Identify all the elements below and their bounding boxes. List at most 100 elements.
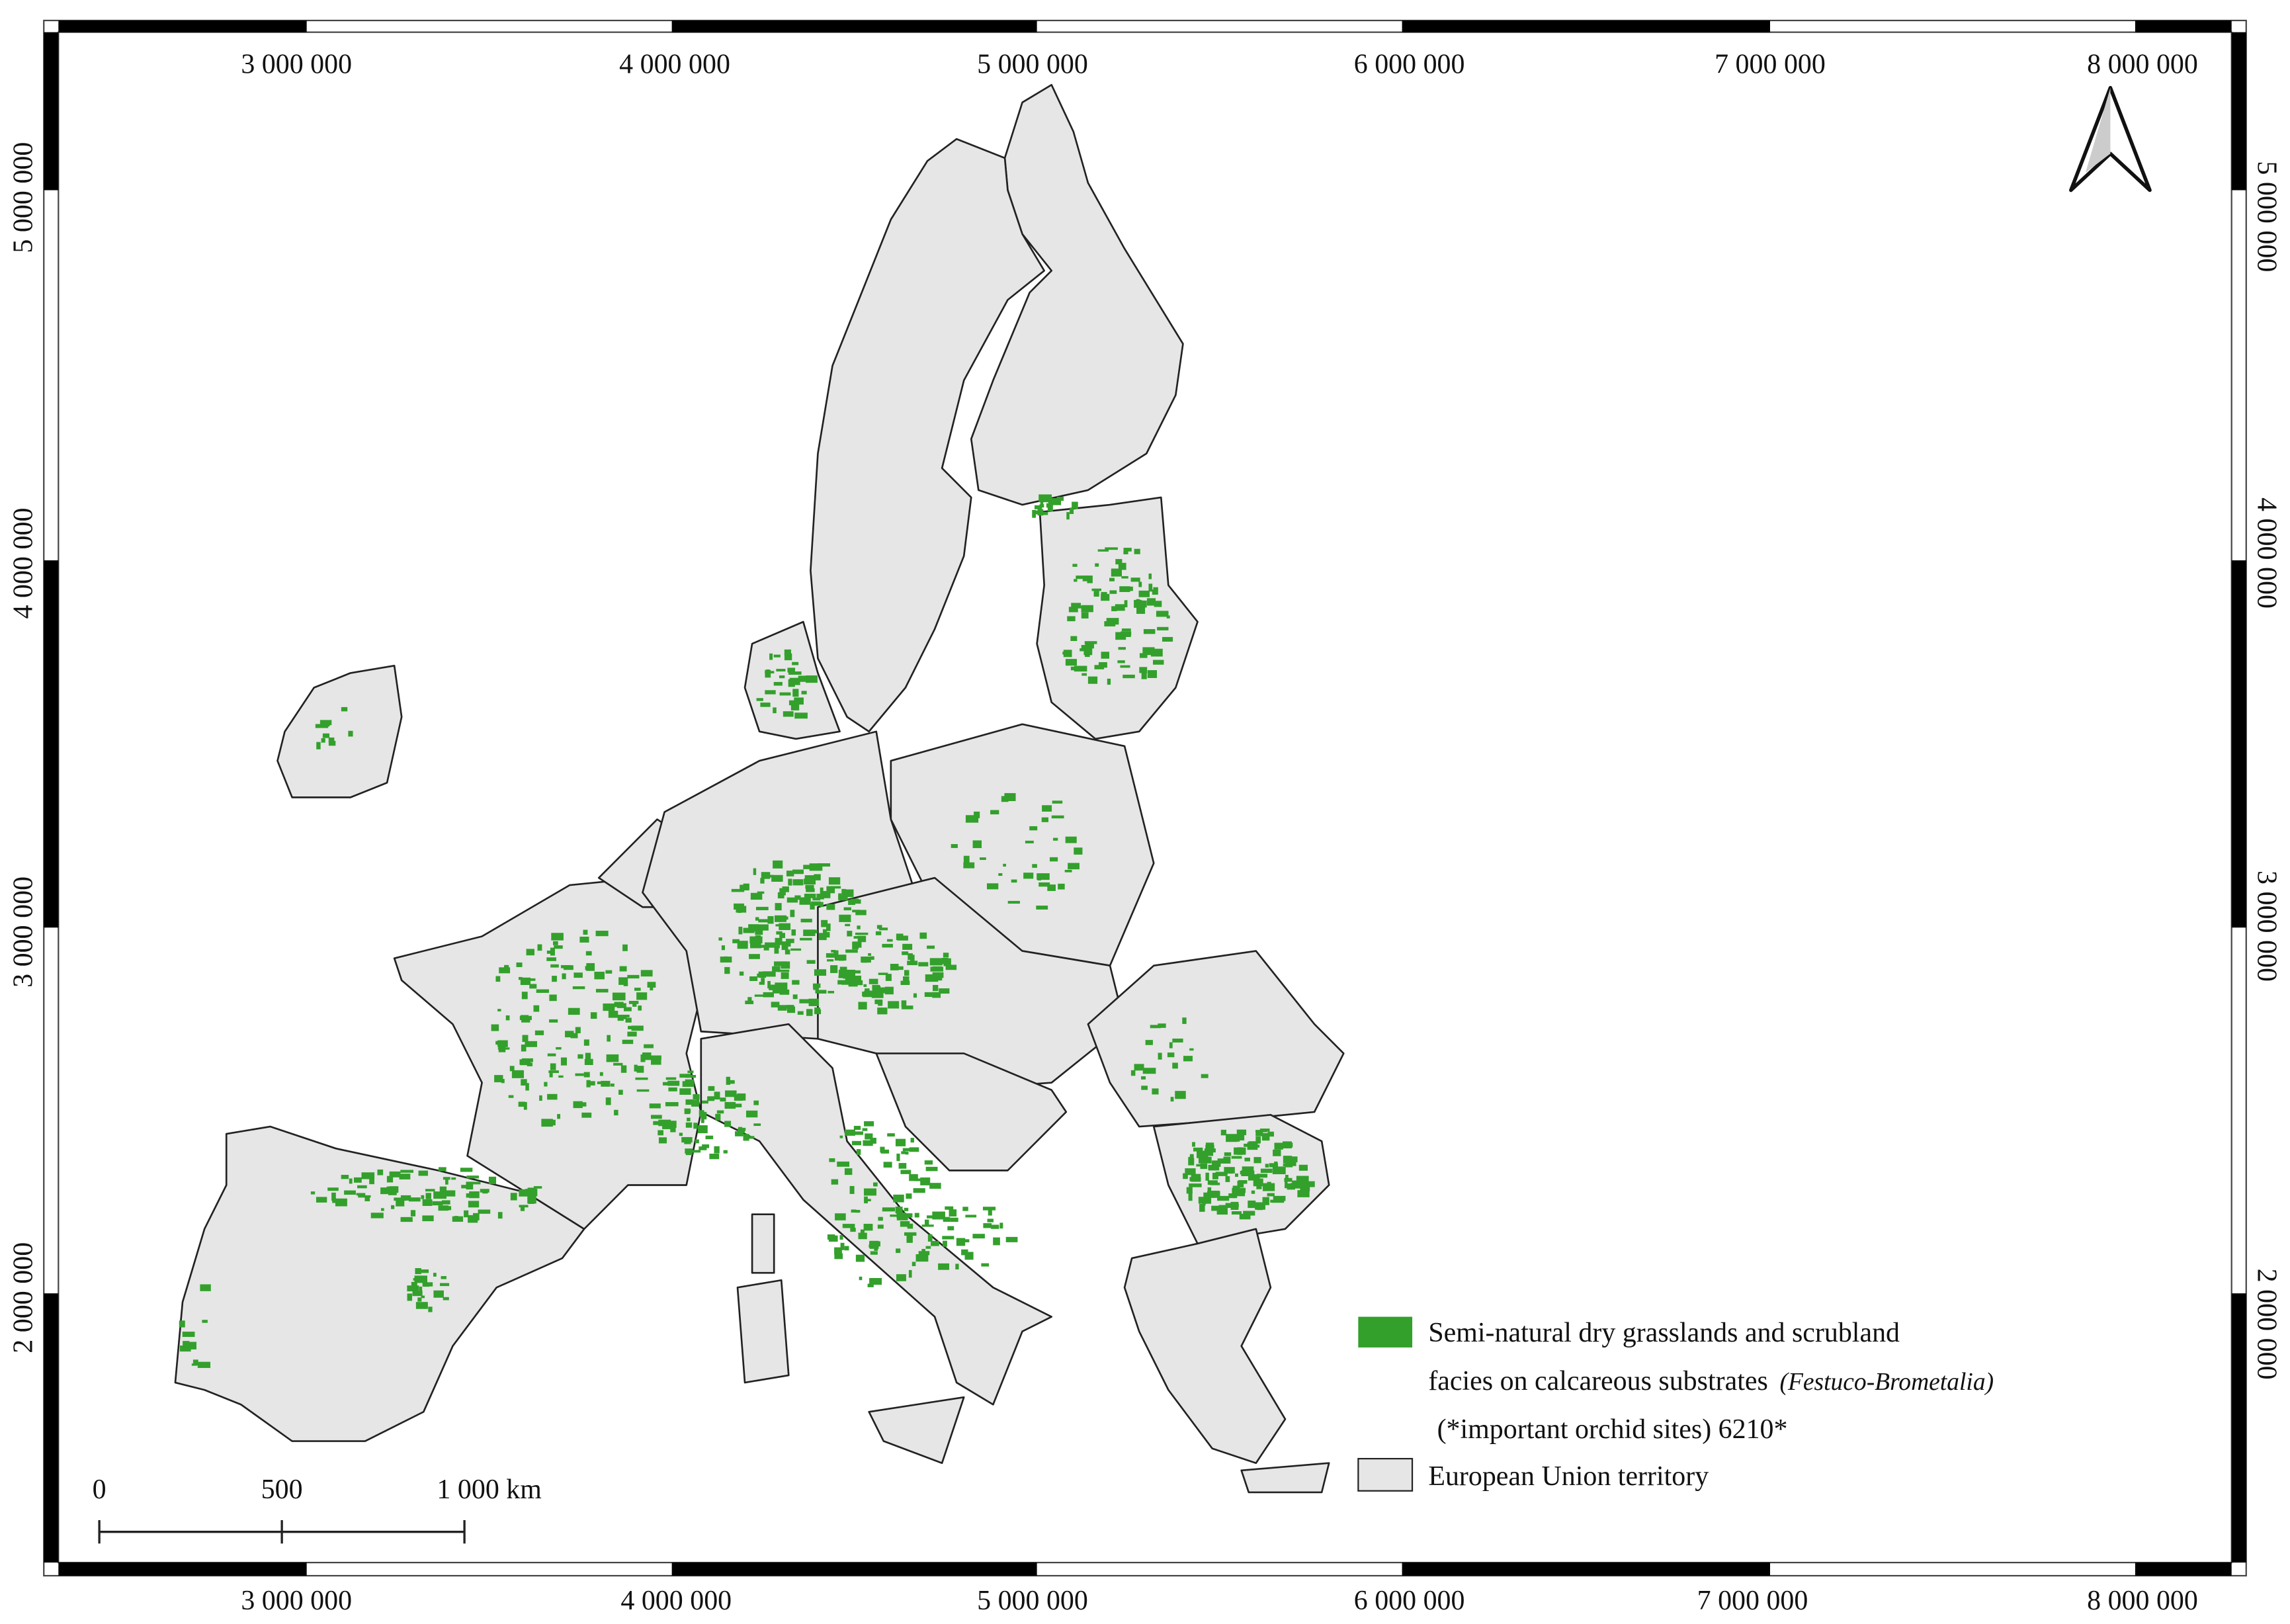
habitat-patch [570,1033,578,1039]
habitat-patch [779,692,791,696]
habitat-patch [749,954,760,959]
habitat-patch [1025,840,1034,843]
habitat-patch [1210,1182,1220,1185]
habitat-patch [668,1087,677,1091]
habitat-patch [322,733,330,738]
habitat-patch [912,1261,916,1267]
habitat-patch [810,903,815,910]
habitat-patch [1074,579,1078,582]
habitat-patch [896,1153,900,1162]
habitat-patch [868,953,871,956]
habitat-patch [511,1070,525,1078]
habitat-patch [816,894,827,898]
habitat-patch [601,1080,611,1087]
habitat-patch [335,1198,347,1207]
habitat-patch [1285,1159,1293,1168]
bottom-label: 6 000 000 [1354,1586,1465,1616]
habitat-patch [849,970,861,974]
habitat-patch [906,1213,913,1218]
habitat-patch [776,669,786,672]
habitat-patch [865,1133,873,1140]
sardinia [736,1279,790,1384]
habitat-patch [721,945,725,951]
habitat-patch [1105,547,1118,550]
habitat-patch [805,884,814,889]
habitat-patch [1241,1170,1250,1177]
habitat-patch [624,1007,632,1011]
habitat-patch [1097,549,1109,552]
habitat-patch [961,1249,968,1256]
habitat-patch [1068,607,1078,613]
habitat-patch [728,1080,735,1084]
habitat-patch [516,962,523,967]
habitat-patch [924,992,937,998]
habitat-patch [1231,1211,1242,1215]
habitat-patch [905,1151,909,1155]
habitat-patch [1047,884,1056,891]
habitat-patch [943,953,949,958]
habitat-patch [191,1363,198,1366]
habitat-patch [702,1144,710,1148]
habitat-patch [879,987,889,994]
habitat-patch [1261,1133,1270,1141]
habitat-patch [636,1089,650,1092]
habitat-patch [562,973,566,980]
habitat-patch [685,1150,693,1156]
habitat-patch [890,1215,899,1217]
frame-bar [44,1293,59,1563]
habitat-patch [851,1209,857,1213]
habitat-patch [776,931,783,935]
habitat-patch [546,957,556,961]
habitat-patch [773,707,777,714]
habitat-patch [547,1053,556,1056]
habitat-patch [533,1186,542,1189]
habitat-patch [784,653,792,661]
habitat-patch [480,1189,489,1193]
habitat-patch [550,964,559,968]
habitat-patch [1217,1158,1227,1164]
habitat-patch [898,1163,907,1169]
habitat-patch [901,1151,906,1154]
habitat-patch [520,977,531,985]
habitat-patch [1095,563,1099,567]
habitat-patch [577,1054,583,1059]
habitat-patch [667,1080,680,1086]
habitat-patch [665,1102,679,1107]
habitat-patch [328,740,336,746]
habitat-patch [863,984,867,987]
habitat-patch [943,1240,947,1247]
habitat-patch [826,904,835,910]
habitat-patch [1167,1052,1175,1058]
habitat-patch [767,916,774,924]
habitat-patch [1199,1197,1209,1203]
right-label: 3 000 000 [2251,871,2281,982]
habitat-patch [738,1127,743,1134]
habitat-patch [533,1005,540,1012]
habitat-patch [647,982,656,988]
habitat-patch [1115,559,1123,565]
habitat-patch [882,943,893,948]
habitat-patch [1207,1187,1212,1195]
habitat-patch [709,1153,720,1160]
habitat-patch [202,1320,208,1323]
habitat-patch [818,863,831,867]
habitat-patch [757,891,765,894]
habitat-patch [927,945,935,949]
finland [970,83,1184,506]
legend-swatch-territory [1357,1457,1414,1492]
habitat-patch [750,942,761,949]
habitat-patch [520,1015,529,1019]
habitat-patch [962,1207,968,1211]
habitat-patch [417,1269,429,1273]
habitat-patch [614,1109,618,1116]
habitat-patch [519,1189,528,1197]
habitat-patch [1062,652,1066,655]
habitat-patch [439,1167,446,1172]
habitat-patch [348,730,353,737]
north-arrow-shade [2085,87,2111,173]
habitat-patch [731,888,745,892]
habitat-patch [1205,1142,1214,1147]
habitat-patch [361,1172,375,1179]
habitat-patch [1200,1163,1208,1170]
